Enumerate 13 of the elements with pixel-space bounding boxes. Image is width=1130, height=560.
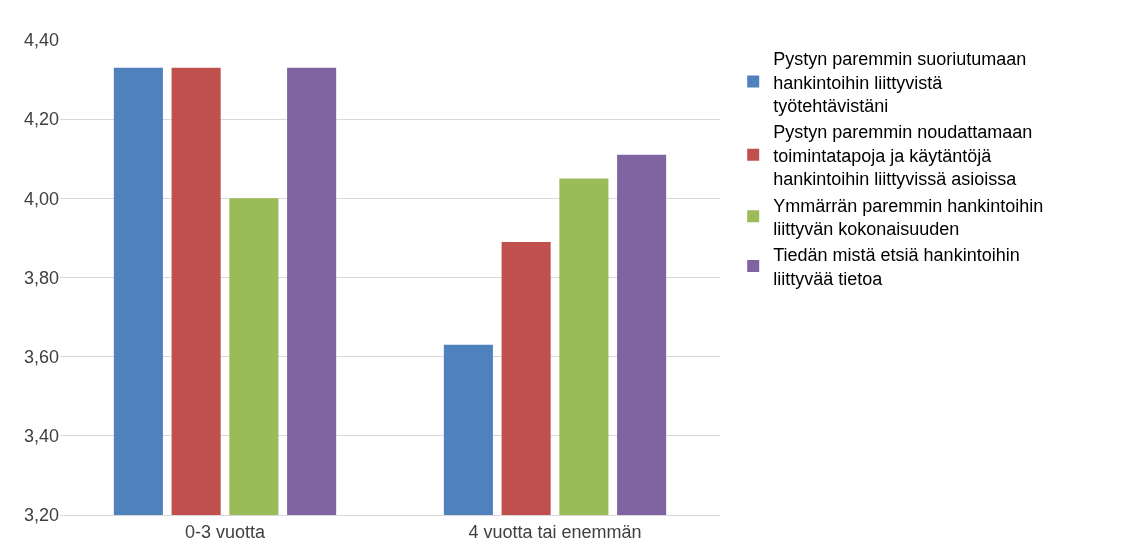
y-tick-label: 3,20 (23, 505, 59, 526)
y-tick-label: 4,00 (23, 188, 59, 209)
legend-label: Pystyn paremmin noudattamaan toimintatapoja ja käytäntöjä hankintoihin liittyvissä asioissa (773, 122, 1033, 190)
legend-label: Tiedän mistä etsiä hankintoihin liittyvää tietoa (773, 245, 1020, 289)
legend-label: Ymmärrän paremmin hankintoihin liittyvän kokonaisuuden (773, 195, 1044, 240)
y-tick-label: 3,40 (23, 426, 59, 447)
x-tick-label: 0-3 vuotta (184, 521, 267, 542)
x-tick-label: 4 vuotta tai enemmän (468, 521, 642, 542)
y-tick-label: 3,60 (23, 346, 59, 367)
y-tick-label: 3,80 (23, 267, 59, 288)
y-tick-label: 4,40 (23, 30, 59, 51)
legend-label: Pystyn paremmin suoriutumaan hankintoihin liittyvistä työtehtävistäni (773, 49, 1027, 117)
y-tick-label: 4,20 (23, 109, 59, 130)
